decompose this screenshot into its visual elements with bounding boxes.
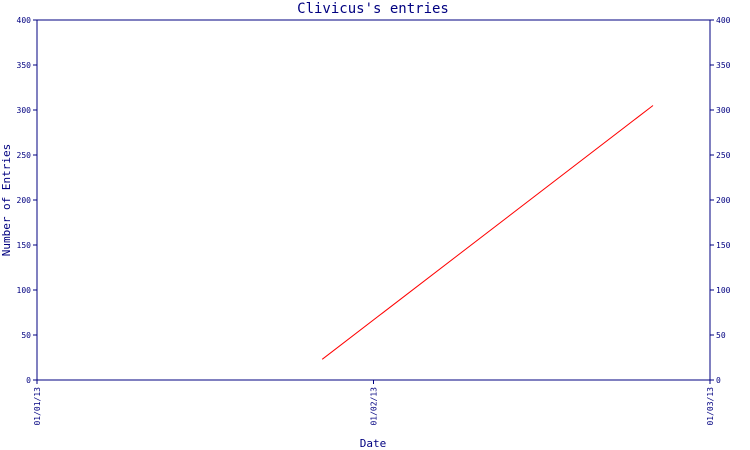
plot-area-frame: [36, 19, 711, 381]
y-tick-label-left: 50: [21, 331, 31, 340]
y-tick-label-right: 350: [716, 61, 731, 70]
y-tick-label-left: 100: [17, 286, 32, 295]
x-tick-label: 01/01/13: [33, 387, 42, 426]
x-tick-label: 01/02/13: [370, 387, 379, 426]
y-tick-label-right: 150: [716, 241, 731, 250]
x-tick-label: 01/03/13: [706, 387, 715, 426]
y-tick-label-right: 400: [716, 16, 731, 25]
chart-title: Clivicus's entries: [297, 1, 449, 17]
y-tick-label-left: 0: [26, 376, 31, 385]
y-tick-label-left: 300: [17, 106, 32, 115]
y-tick-label-right: 300: [716, 106, 731, 115]
x-axis-title: Date: [360, 437, 387, 450]
y-tick-label-right: 0: [716, 376, 721, 385]
y-tick-label-right: 250: [716, 151, 731, 160]
y-axis-title: Number of Entries: [0, 144, 13, 257]
series-layer: [321, 105, 654, 360]
y-tick-label-left: 250: [17, 151, 32, 160]
y-tick-label-left: 150: [17, 241, 32, 250]
y-tick-label-right: 50: [716, 331, 726, 340]
y-tick-label-left: 400: [17, 16, 32, 25]
y-tick-label-right: 100: [716, 286, 731, 295]
ticks-layer: 0 0 50 50 100 100 150 150 200 200 250 250 300 300 350 3…: [17, 16, 731, 426]
series-line: [321, 105, 654, 360]
y-tick-label-right: 200: [716, 196, 731, 205]
y-tick-label-left: 200: [17, 196, 32, 205]
y-tick-label-left: 350: [17, 61, 32, 70]
